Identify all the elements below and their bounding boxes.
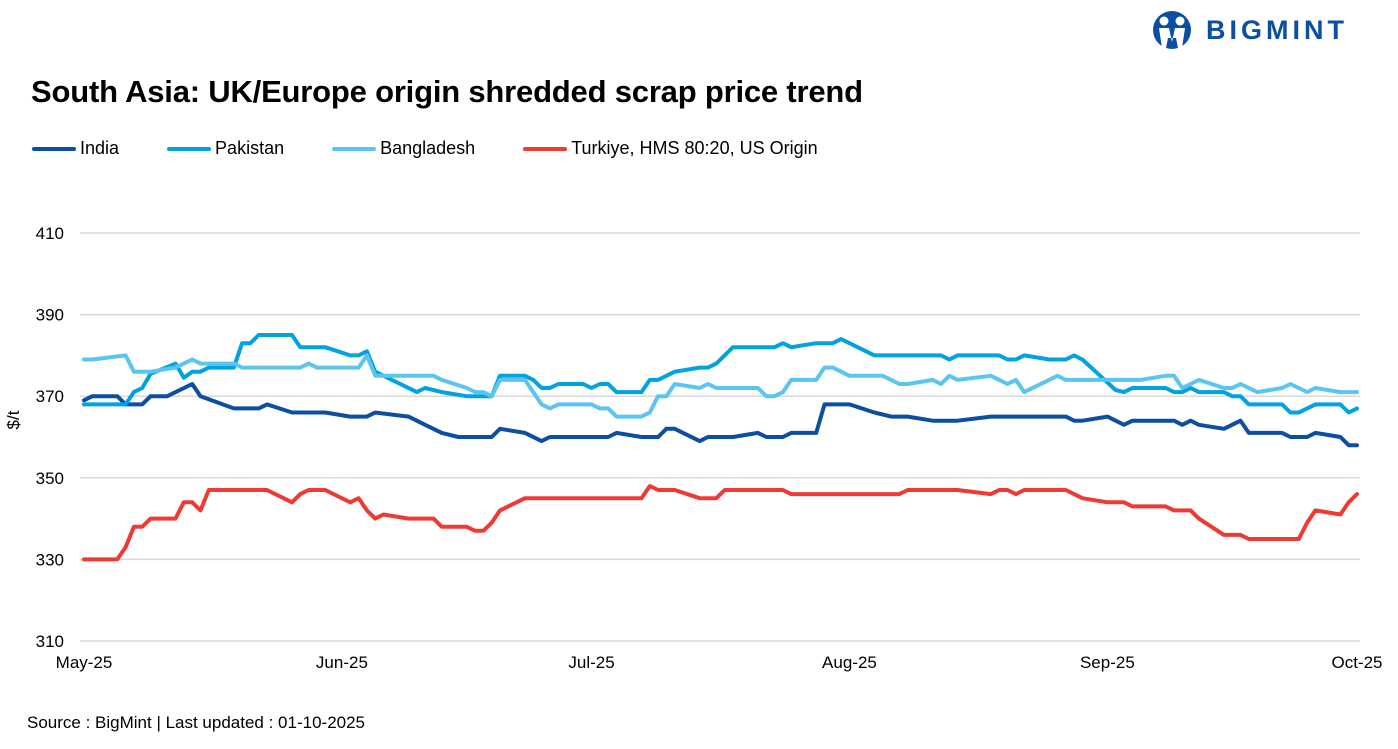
- legend: India Pakistan Bangladesh Turkiye, HMS 80:2…: [32, 138, 818, 159]
- x-tick-label: Jul-25: [568, 653, 614, 672]
- y-tick-label: 350: [36, 469, 64, 488]
- bigmint-logo: BIGMINT: [1150, 10, 1348, 50]
- series-line-india: [82, 382, 1359, 448]
- legend-label: Pakistan: [215, 138, 285, 158]
- legend-label: Bangladesh: [380, 138, 476, 158]
- series-line-pakistan: [82, 333, 1359, 415]
- x-tick-label: Oct-25: [1331, 653, 1382, 672]
- legend-swatch: [167, 146, 212, 151]
- y-tick-label: 330: [36, 550, 64, 569]
- series-line-turkiye-hms-80-20-us-origin: [82, 484, 1359, 562]
- legend-item-india: India: [32, 138, 119, 159]
- y-tick-label: 410: [36, 224, 64, 243]
- source-note: Source : BigMint | Last updated : 01-10-…: [27, 713, 366, 732]
- legend-label: Turkiye, HMS 80:20, US Origin: [571, 138, 818, 158]
- x-tick-label: May-25: [56, 653, 113, 672]
- legend-item-turkiye-hms-80-20-us-origin: Turkiye, HMS 80:20, US Origin: [523, 138, 818, 159]
- series-line-bangladesh: [82, 353, 1359, 419]
- y-tick-label: 370: [36, 387, 64, 406]
- chart-title: South Asia: UK/Europe origin shredded sc…: [31, 74, 863, 109]
- legend-item-pakistan: Pakistan: [167, 138, 284, 159]
- y-axis-label: $/t: [4, 410, 23, 429]
- x-tick-label: Jun-25: [316, 653, 368, 672]
- x-tick-label: Sep-25: [1080, 653, 1135, 672]
- y-tick-label: 390: [36, 306, 64, 325]
- legend-swatch: [523, 146, 568, 151]
- legend-label: India: [80, 138, 120, 158]
- brand-name: BIGMINT: [1206, 14, 1348, 45]
- x-tick-label: Aug-25: [822, 653, 877, 672]
- legend-swatch: [32, 146, 76, 151]
- y-tick-label: 310: [36, 632, 64, 651]
- legend-item-bangladesh: Bangladesh: [332, 138, 475, 159]
- bigmint-logo-icon: [1153, 11, 1191, 49]
- legend-swatch: [332, 146, 377, 151]
